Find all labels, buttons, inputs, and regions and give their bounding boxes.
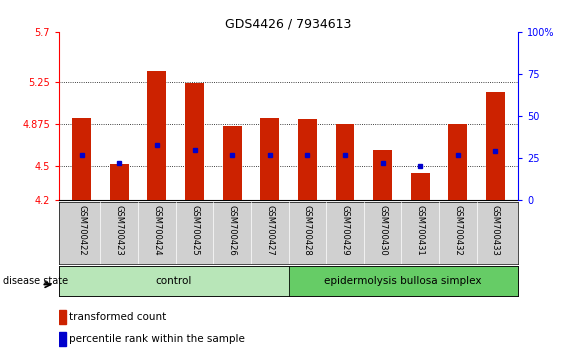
Text: GSM700425: GSM700425 bbox=[190, 205, 199, 256]
Text: GSM700429: GSM700429 bbox=[341, 205, 350, 256]
Bar bbox=[448, 124, 467, 200]
Bar bbox=[185, 84, 204, 200]
Bar bbox=[486, 92, 505, 200]
Bar bbox=[373, 149, 392, 200]
Bar bbox=[260, 118, 279, 200]
Bar bbox=[148, 71, 166, 200]
Text: GSM700433: GSM700433 bbox=[491, 205, 500, 256]
Bar bbox=[59, 266, 288, 296]
Bar bbox=[72, 118, 91, 200]
Bar bbox=[411, 173, 430, 200]
Text: GSM700427: GSM700427 bbox=[265, 205, 274, 256]
Text: GSM700431: GSM700431 bbox=[415, 205, 425, 256]
Title: GDS4426 / 7934613: GDS4426 / 7934613 bbox=[225, 18, 352, 31]
Bar bbox=[59, 332, 66, 346]
Bar bbox=[288, 266, 518, 296]
Text: control: control bbox=[155, 275, 192, 286]
Text: transformed count: transformed count bbox=[69, 312, 166, 322]
Text: epidermolysis bullosa simplex: epidermolysis bullosa simplex bbox=[324, 275, 482, 286]
Text: GSM700424: GSM700424 bbox=[153, 205, 162, 256]
Text: GSM700428: GSM700428 bbox=[303, 205, 312, 256]
Text: GSM700430: GSM700430 bbox=[378, 205, 387, 256]
Bar bbox=[110, 164, 129, 200]
Text: percentile rank within the sample: percentile rank within the sample bbox=[69, 334, 245, 344]
Text: GSM700432: GSM700432 bbox=[453, 205, 462, 256]
Bar bbox=[59, 310, 66, 324]
Bar bbox=[298, 119, 317, 200]
Bar bbox=[336, 124, 354, 200]
Bar bbox=[223, 126, 242, 200]
Text: disease state: disease state bbox=[3, 275, 68, 286]
Text: GSM700426: GSM700426 bbox=[227, 205, 236, 256]
Text: GSM700422: GSM700422 bbox=[77, 205, 86, 256]
Text: GSM700423: GSM700423 bbox=[115, 205, 124, 256]
